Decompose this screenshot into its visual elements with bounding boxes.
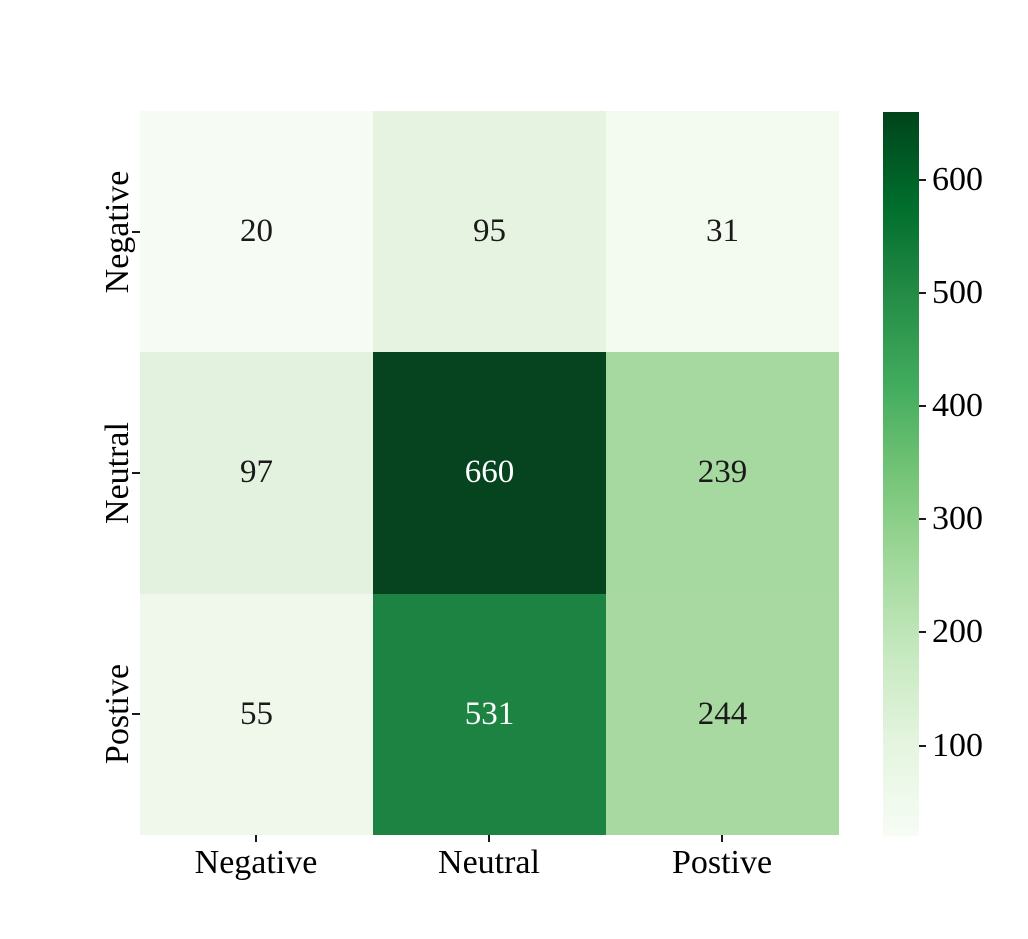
x-tick-label-neutral: Neutral [438,844,540,881]
y-tick-mark [132,713,140,715]
colorbar-tick-label: 300 [932,500,983,538]
cell-value: 239 [697,454,748,491]
x-tick-mark [488,835,490,842]
colorbar-tick-mark [919,631,926,634]
cell-value: 95 [473,213,506,250]
heatmap-cell-r1c0: 97 [140,352,373,594]
heatmap-cell-r2c2: 244 [606,593,839,835]
x-tick-label-negative: Negative [194,844,318,881]
x-tick-mark [721,835,723,842]
x-tick-label-postive: Postive [671,844,773,881]
colorbar-tick-label: 600 [932,160,983,198]
y-tick-mark [132,231,140,233]
heatmap-cell-r0c1: 95 [373,111,606,353]
colorbar-tick-label: 200 [932,613,983,651]
colorbar-gradient [883,112,919,836]
colorbar-tick-label: 400 [932,387,983,425]
x-tick-mark [255,835,257,842]
colorbar-tick-mark [919,292,926,294]
heatmap-grid: 20 95 31 97 660 239 55 531 244 [140,111,839,835]
cell-value: 20 [240,213,273,250]
cell-value: 531 [464,695,515,732]
colorbar-ticks: 600 500 400 300 200 100 [919,112,1028,836]
heatmap-cell-r0c0: 20 [140,111,373,353]
heatmap-cell-r1c2: 239 [606,352,839,594]
colorbar-tick-mark [919,178,926,181]
colorbar-tick-mark [919,744,926,747]
cell-value: 244 [697,695,748,732]
y-tick-mark [132,472,140,474]
heatmap-cell-r1c1: 660 [373,352,606,594]
cell-value: 97 [240,454,273,491]
heatmap-cell-r2c1: 531 [373,593,606,835]
cell-value: 660 [464,454,515,491]
colorbar-tick-mark [919,405,926,408]
cell-value: 31 [706,213,739,250]
colorbar-tick-label: 500 [932,274,983,311]
cell-value: 55 [240,695,273,732]
colorbar-tick-mark [919,518,926,521]
heatmap-cell-r2c0: 55 [140,593,373,835]
colorbar-tick-label: 100 [932,726,983,764]
heatmap-cell-r0c2: 31 [606,111,839,353]
